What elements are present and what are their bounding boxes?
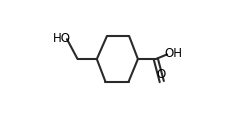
Text: O: O — [157, 68, 166, 81]
Text: HO: HO — [53, 32, 71, 45]
Text: OH: OH — [164, 47, 182, 60]
